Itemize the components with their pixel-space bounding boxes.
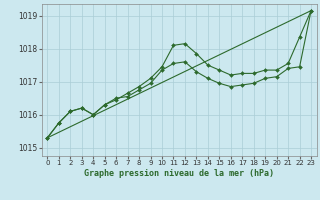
X-axis label: Graphe pression niveau de la mer (hPa): Graphe pression niveau de la mer (hPa)	[84, 169, 274, 178]
